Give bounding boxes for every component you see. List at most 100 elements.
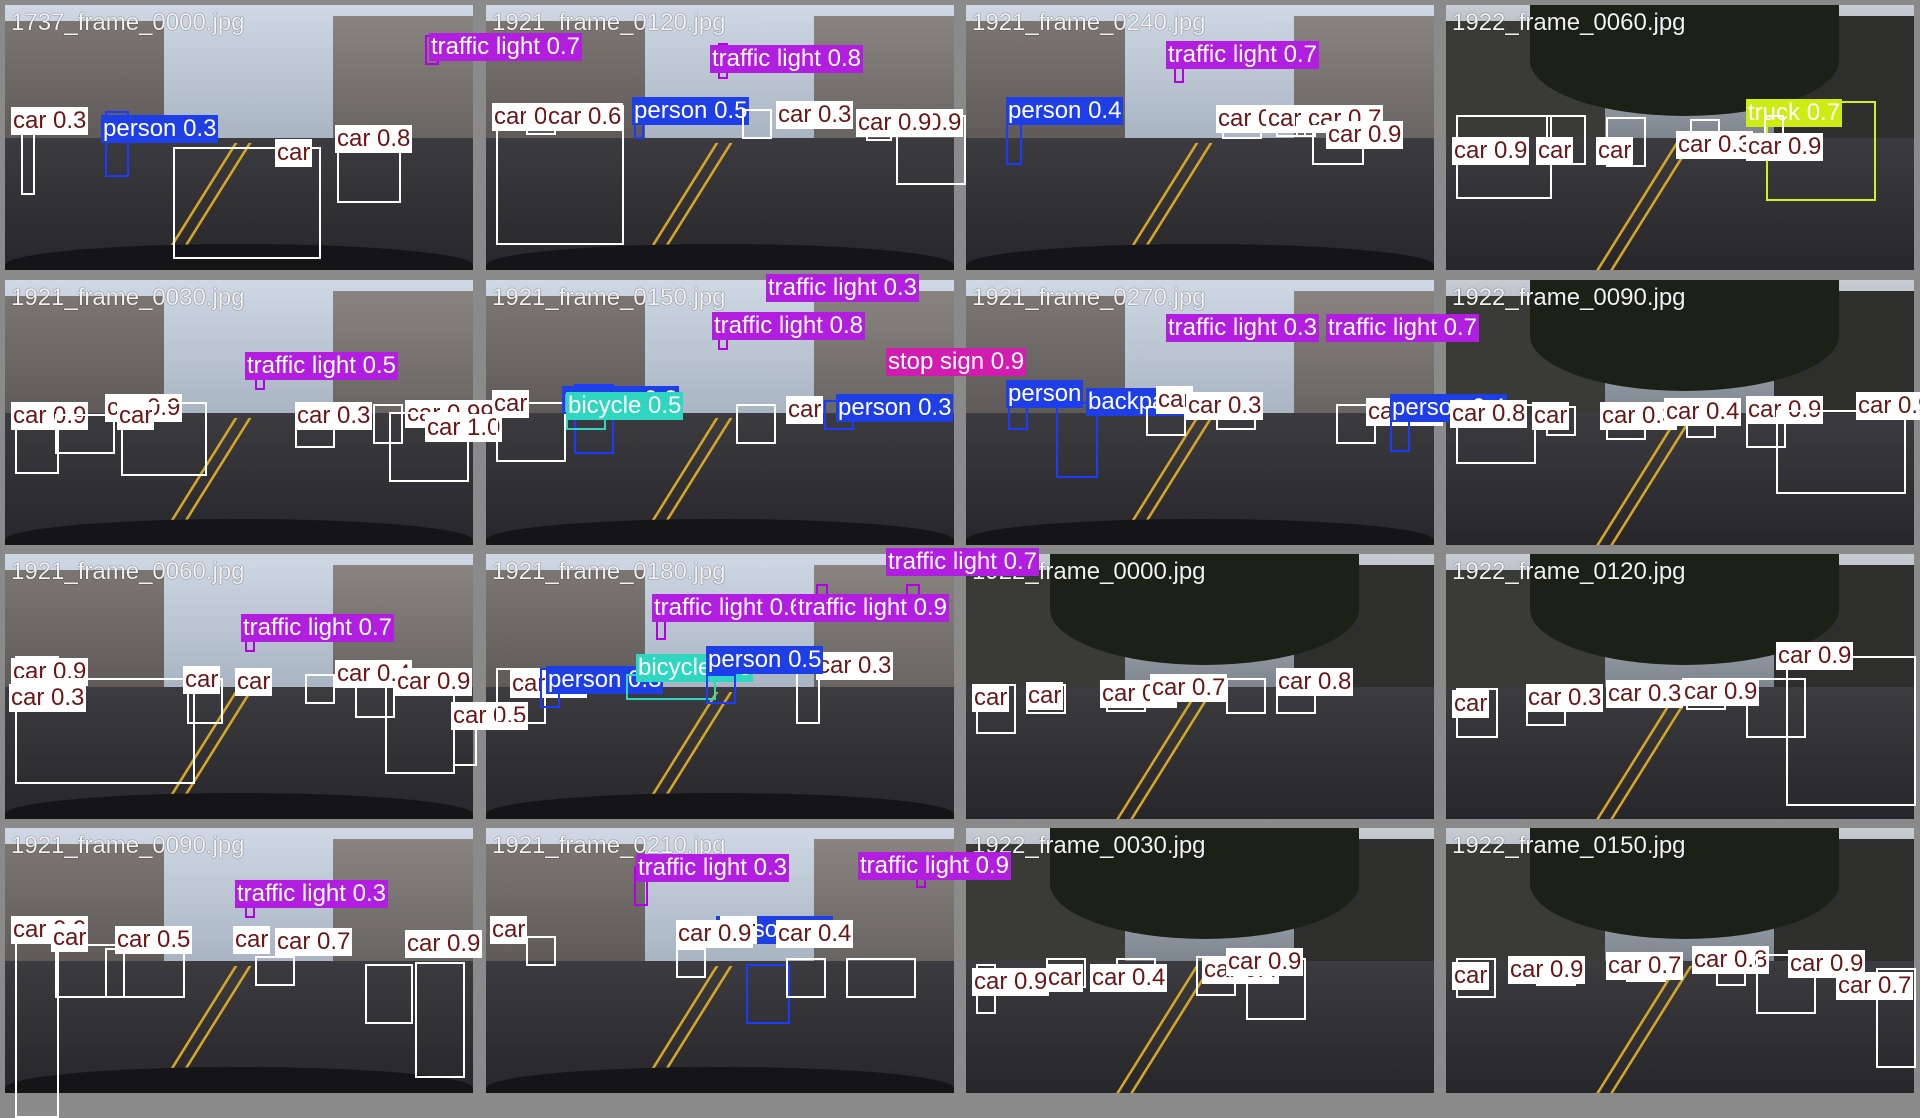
detection-label: car [51,924,89,952]
detection-label: car 0.5 [115,926,193,954]
confidence-score: 0.3 [1283,314,1317,341]
class-name: car [235,926,269,953]
detection-label: bicycle 0.5 [566,392,684,420]
detection-label: car 0.9 [11,402,89,430]
class-name: car [11,684,45,711]
confidence-score: 0.5 [362,352,396,379]
bounding-box [173,147,321,259]
class-name: traffic light [768,274,877,301]
detection-label: car 0.9 [1682,678,1760,706]
bounding-box [365,964,413,1024]
class-name: car [974,684,1008,711]
detection-label: car [183,666,221,694]
detection-label: car 0.8 [1450,400,1528,428]
detection-label: traffic light 0.3 [636,854,789,882]
bounding-box [1226,678,1266,714]
detection-label: car 0.7 [1150,674,1228,702]
bounding-box [496,402,566,462]
confidence-score: 0.5 [157,926,191,953]
detection-label: car 0.3 [11,107,89,135]
filename-label: 1921_frame_0090.jpg [11,832,245,859]
image-tile: 1921_frame_0060.jpg traffic light 0.7 car … [5,554,529,819]
confidence-score: 0.3 [918,394,952,421]
detection-label: car [1452,690,1490,718]
confidence-score: 0.6 [588,103,622,130]
detection-label: car 0.7 [275,928,353,956]
confidence-score: 0.4 [1088,97,1122,124]
detection-label: car [117,402,155,430]
detection-label: car 0.9 [676,920,754,948]
image-tile: 1921_frame_0090.jpg traffic light 0.3 car … [5,828,483,1118]
image-tile: 1737_frame_0000.jpg traffic light 0.7 car … [5,5,582,270]
detection-label: car [1156,386,1194,414]
detection-label: car 0.3 [1186,392,1264,420]
detection-label: truck 0.7 [1746,99,1843,127]
detection-label: car 0.9 [1226,948,1304,976]
bounding-box [389,412,469,482]
class-name: traffic light [654,594,763,621]
confidence-score: 0.8 [1492,400,1526,427]
class-name: car [1454,137,1488,164]
detection-label: car [275,139,313,167]
filename-label: 1922_frame_0150.jpg [1452,832,1686,859]
detection-label: car 0.9 [1508,956,1586,984]
filename-label: 1921_frame_0060.jpg [11,558,245,585]
bounding-box [742,109,772,139]
detection-label: person 0.3 [101,115,219,143]
class-name: bicycle [568,392,642,419]
filename-label: 1921_frame_0180.jpg [492,558,726,585]
confidence-score: 0.9 [447,930,481,957]
image-tile: 1921_frame_0180.jpg traffic light 0.7 traf… [486,548,1039,819]
bounding-box [255,956,295,986]
bounding-box [385,684,455,774]
detection-label: car 0.3 [1526,684,1604,712]
image-tile: 1922_frame_0090.jpg car 0.8 car car 0.3 car … [1446,280,1920,545]
class-name: car [1528,684,1562,711]
detection-label: car 0.6 [546,103,624,131]
class-name: car [1790,950,1824,977]
confidence-score: 0.9 [1494,137,1528,164]
class-name: person [1008,97,1082,124]
detection-label: car 1.0 [425,414,503,442]
detection-label: car [1046,964,1084,992]
class-name: car [53,924,87,951]
detection-label: car 0.3 [295,402,373,430]
filename-label: 1922_frame_0060.jpg [1452,9,1686,36]
street-scene-image [486,5,954,270]
class-name: car [1678,131,1712,158]
confidence-score: 0.3 [858,652,892,679]
filename-label: 1921_frame_0240.jpg [972,9,1206,36]
confidence-score: 0.8 [1318,668,1352,695]
detection-label: traffic light 0.7 [241,614,394,642]
bounding-box [1876,968,1916,1068]
bounding-box [1056,402,1098,478]
confidence-score: 0.5 [493,702,527,729]
class-name: car [778,101,812,128]
class-name: car [13,916,47,943]
confidence-score: 0.3 [352,880,386,907]
confidence-score: 0.9 [913,594,947,621]
confidence-score: 0.9 [1788,133,1822,160]
class-name: car [1598,137,1632,164]
class-name: traffic light [798,594,907,621]
class-name: car [1188,392,1222,419]
confidence-score: 0.9 [898,109,932,136]
class-name: stop sign [888,348,985,375]
bounding-box [373,404,403,444]
class-name: car [1694,946,1728,973]
confidence-score: 0.9 [990,348,1025,375]
detection-label: car [786,396,824,424]
detection-label: car 0.9 [972,968,1050,996]
image-tile: 1922_frame_0150.jpg car car 0.9 car 0.7 car … [1446,828,1916,1093]
confidence-score: 1.0 [467,414,501,441]
image-tile: 1921_frame_0120.jpg traffic light 0.8 car … [486,5,966,270]
bounding-box [105,111,129,177]
class-name: traffic light [888,548,997,575]
image-tile: 1922_frame_0030.jpg car 0.9 car car 0.4 car … [966,828,1434,1093]
detection-label: car 0.9 [1746,133,1824,161]
confidence-score: 0.9 [718,920,752,947]
street-scene-image [966,554,1434,819]
filename-label: 1737_frame_0000.jpg [11,9,245,36]
